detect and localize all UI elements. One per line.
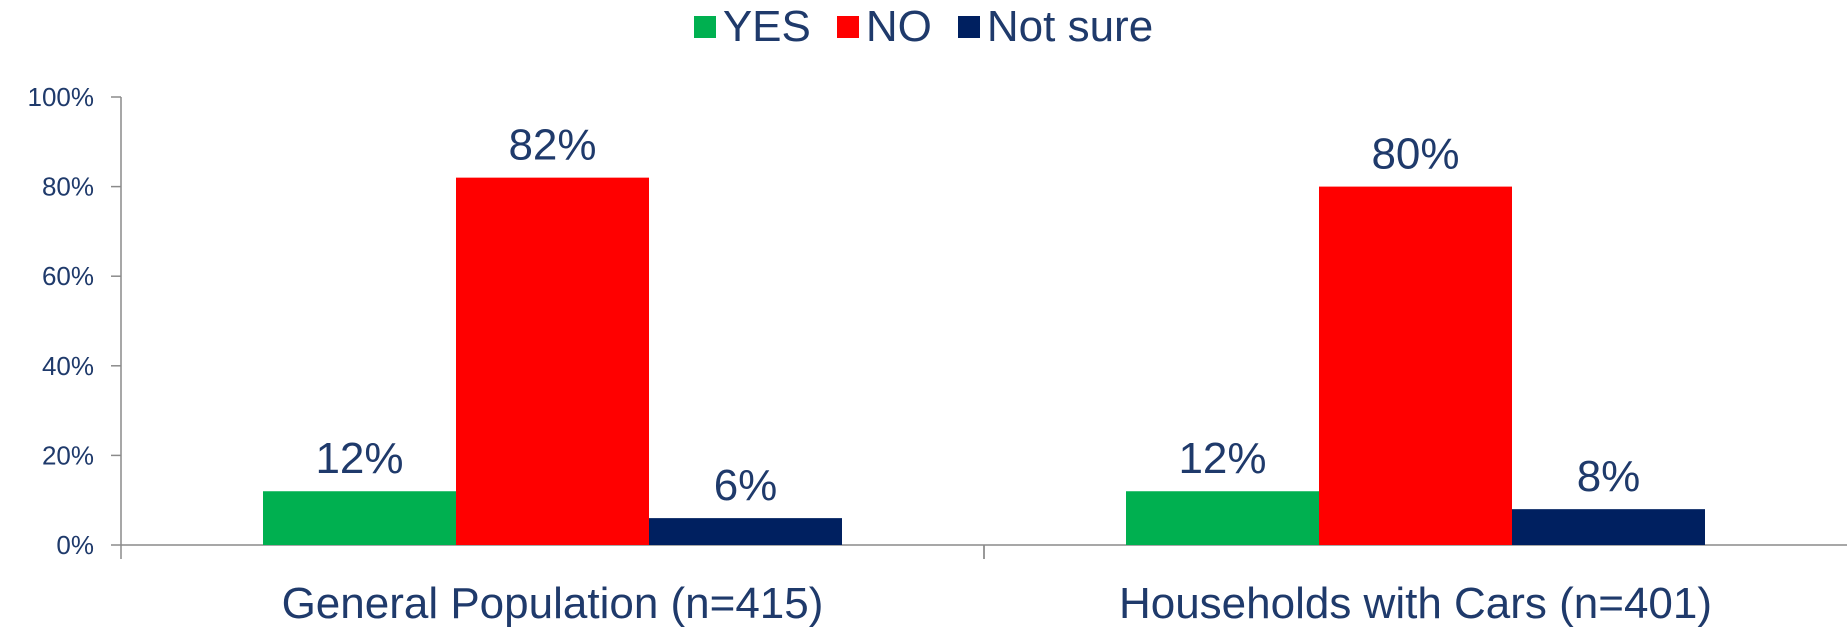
legend-label-not-sure: Not sure: [986, 2, 1154, 51]
bar-not-sure-2: [1512, 509, 1705, 545]
data-label-yes-1: 12%: [315, 434, 403, 483]
bar-yes-2: [1126, 491, 1319, 545]
y-tick-label: 20%: [42, 440, 94, 470]
chart-legend: YES NO Not sure: [0, 2, 1847, 52]
y-tick-label: 60%: [42, 261, 94, 291]
data-label-yes-2: 12%: [1178, 434, 1266, 483]
x-category-label: Households with Cars (n=401): [1119, 579, 1712, 628]
chart-labels: 12% 82% 6% General Population (n=415) 12% 80%…: [282, 121, 1712, 628]
legend-label-no: NO: [865, 2, 932, 51]
bar-yes-1: [263, 491, 456, 545]
legend-item-yes: YES: [693, 2, 811, 52]
data-label-no-2: 80%: [1371, 130, 1459, 179]
data-label-no-1: 82%: [508, 121, 596, 170]
x-category-label: General Population (n=415): [282, 579, 824, 628]
data-label-not-sure-2: 8%: [1577, 452, 1641, 501]
legend-label-yes: YES: [722, 2, 811, 51]
bar-no-2: [1319, 186, 1512, 545]
legend-item-not-sure: Not sure: [957, 2, 1154, 52]
chart-bars: [263, 177, 1705, 545]
legend-swatch-yes: [693, 16, 716, 38]
y-tick-label: 100%: [28, 82, 95, 112]
bar-not-sure-1: [649, 518, 842, 545]
data-label-not-sure-1: 6%: [714, 461, 778, 510]
chart-axes: 0% 20% 40% 60% 80% 100%: [28, 82, 1847, 560]
y-tick-label: 40%: [42, 351, 94, 381]
legend-swatch-not-sure: [957, 16, 980, 38]
bar-no-1: [456, 177, 649, 545]
legend-swatch-no: [836, 16, 859, 38]
legend-item-no: NO: [836, 2, 932, 52]
y-tick-label: 80%: [42, 172, 94, 202]
y-tick-label: 0%: [56, 530, 94, 560]
